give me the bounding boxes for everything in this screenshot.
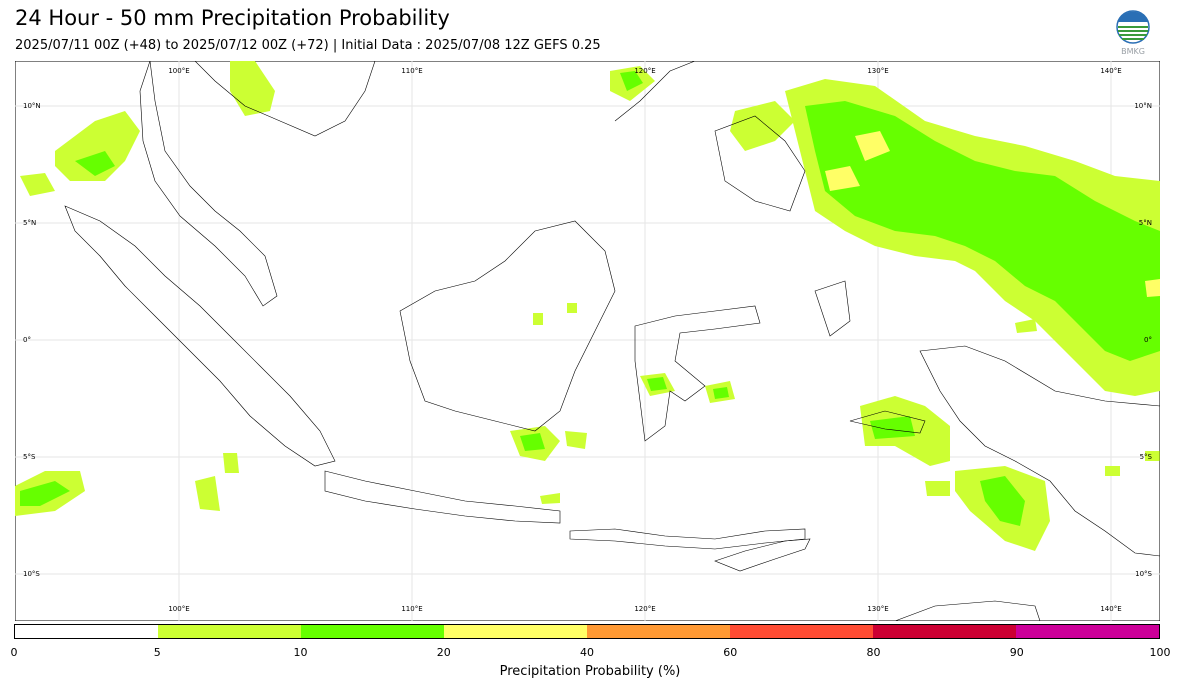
colorbar-tick-label: 80: [866, 646, 881, 659]
lat-label: 5°S: [23, 453, 36, 461]
colorbar-segment: [15, 625, 158, 638]
prob-area-5-borneo-c: [533, 313, 543, 325]
colorbar-tick-label: 40: [580, 646, 594, 659]
lat-label: 0°: [1144, 336, 1152, 344]
prob-area-10-andaman: [75, 151, 115, 176]
coastline-sumatra: [64, 205, 336, 467]
prob-area-5-pacific-e2: [1145, 451, 1160, 461]
lat-label: 10°N: [23, 102, 41, 110]
prob-area-10-java-sea: [520, 433, 545, 451]
prob-area-5-sumatra-s2: [223, 453, 239, 473]
prob-area-5-timor-e: [925, 481, 950, 496]
coastline-papua: [919, 345, 1160, 557]
lat-label: 0°: [23, 336, 31, 344]
lon-label: 110°E: [401, 67, 422, 75]
colorbar-tick-label: 60: [723, 646, 738, 659]
lat-labels-left: 10°N 5°N 0° 5°S 10°S: [23, 102, 41, 578]
coastline-mindanao: [714, 115, 806, 212]
colorbar-segment: [873, 625, 1016, 638]
lon-labels-top: 100°E 110°E 120°E 130°E 140°E: [168, 67, 1121, 75]
map-title: 24 Hour - 50 mm Precipitation Probabilit…: [15, 6, 450, 30]
precipitation-map: 100°E 110°E 120°E 130°E 140°E 100°E 110°…: [15, 61, 1160, 621]
coastline-halmahera: [814, 280, 851, 337]
lon-label: 120°E: [634, 605, 655, 613]
colorbar-tick-label: 0: [10, 646, 18, 659]
lon-label: 140°E: [1100, 605, 1121, 613]
lat-label: 5°N: [1139, 219, 1152, 227]
prob-area-5-bali-n: [540, 493, 560, 504]
lat-label: 10°S: [1135, 570, 1152, 578]
colorbar-segment: [158, 625, 301, 638]
coastline-timor: [714, 538, 811, 572]
colorbar-tick-label: 5: [153, 646, 161, 659]
lat-label: 10°S: [23, 570, 40, 578]
prob-area-20-pacific-b: [825, 166, 860, 191]
lon-label: 130°E: [867, 67, 888, 75]
colorbar-segment: [730, 625, 873, 638]
colorbar-tick-label: 20: [436, 646, 451, 659]
prob-area-5-java-sea-b: [565, 431, 587, 449]
colorbar-segment: [444, 625, 587, 638]
lon-label: 110°E: [401, 605, 422, 613]
lat-labels-right: 10°N 5°N 0° 5°S 10°S: [1134, 102, 1152, 578]
lon-label: 120°E: [634, 67, 655, 75]
coastline-java: [324, 470, 561, 524]
colorbar-label: Precipitation Probability (%): [499, 664, 681, 679]
prob-area-5-borneo-c2: [567, 303, 577, 313]
colorbar: [14, 624, 1160, 639]
coastline-philippines: [614, 61, 696, 122]
coastline-sulawesi: [634, 305, 761, 442]
lat-label: 5°S: [1140, 453, 1153, 461]
prob-area-5-andaman: [55, 111, 140, 181]
prob-area-5-mindanao: [730, 101, 795, 151]
colorbar-tick-label: 90: [1009, 646, 1024, 659]
prob-area-10-sulawesi: [647, 377, 667, 391]
prob-area-10-banggai: [713, 387, 729, 399]
prob-area-10-pacific: [805, 101, 1160, 361]
lat-label: 5°N: [23, 219, 36, 227]
prob-area-10-arafura: [980, 476, 1025, 526]
coastline-borneo: [399, 220, 616, 432]
colorbar-tick-label: 10: [293, 646, 308, 659]
lon-label: 100°E: [168, 67, 189, 75]
colorbar-segment: [587, 625, 730, 638]
coastline-nusa-tenggara: [569, 528, 806, 550]
prob-area-10-luzon: [620, 71, 643, 91]
probability-areas: [15, 61, 1160, 551]
prob-area-20-pacific: [855, 131, 890, 161]
prob-area-10-seram: [870, 416, 915, 439]
coastline-malay-peninsula: [139, 61, 278, 307]
lon-label: 130°E: [867, 605, 888, 613]
prob-area-5-pacific-e3: [1015, 319, 1037, 333]
lon-label: 140°E: [1100, 67, 1121, 75]
prob-area-5-sumatra-s: [195, 476, 220, 511]
lon-labels-bottom: 100°E 110°E 120°E 130°E 140°E: [168, 605, 1121, 613]
coastline-indochina: [194, 61, 376, 137]
logo-text: BMKG: [1121, 47, 1145, 56]
map-subtitle: 2025/07/11 00Z (+48) to 2025/07/12 00Z (…: [15, 38, 601, 53]
coastline-seram: [849, 410, 926, 434]
prob-area-5-pacific-e: [1105, 466, 1120, 476]
lon-label: 100°E: [168, 605, 189, 613]
colorbar-segment: [1016, 625, 1159, 638]
colorbar-segment: [301, 625, 444, 638]
coastlines: [64, 61, 1160, 621]
prob-area-20-pacific-c: [1145, 279, 1160, 297]
colorbar-tick-label: 100: [1149, 646, 1171, 659]
lat-label: 10°N: [1134, 102, 1152, 110]
prob-area-10-indian-ocean: [20, 481, 70, 506]
coastline-australia: [894, 600, 1041, 621]
prob-area-5-indochina: [230, 61, 275, 116]
prob-area-5-andaman-b: [20, 173, 55, 196]
bmkg-logo-icon: BMKG: [1116, 10, 1150, 56]
